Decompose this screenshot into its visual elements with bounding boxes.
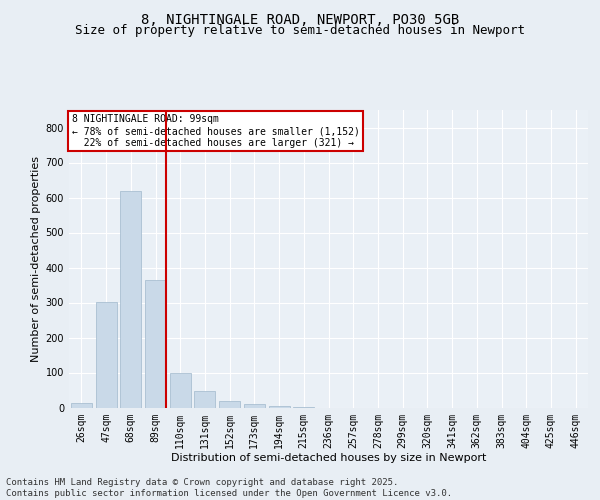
Text: Size of property relative to semi-detached houses in Newport: Size of property relative to semi-detach… bbox=[75, 24, 525, 37]
Bar bbox=[71, 402, 92, 407]
Text: Contains HM Land Registry data © Crown copyright and database right 2025.
Contai: Contains HM Land Registry data © Crown c… bbox=[6, 478, 452, 498]
Bar bbox=[145, 280, 166, 407]
Bar bbox=[120, 190, 141, 408]
Bar bbox=[244, 404, 265, 407]
Bar bbox=[170, 372, 191, 408]
Bar bbox=[219, 400, 240, 407]
X-axis label: Distribution of semi-detached houses by size in Newport: Distribution of semi-detached houses by … bbox=[171, 453, 486, 463]
Bar bbox=[269, 406, 290, 407]
Y-axis label: Number of semi-detached properties: Number of semi-detached properties bbox=[31, 156, 41, 362]
Bar bbox=[95, 302, 116, 408]
Text: 8, NIGHTINGALE ROAD, NEWPORT, PO30 5GB: 8, NIGHTINGALE ROAD, NEWPORT, PO30 5GB bbox=[141, 12, 459, 26]
Bar bbox=[194, 390, 215, 407]
Text: 8 NIGHTINGALE ROAD: 99sqm
← 78% of semi-detached houses are smaller (1,152)
  22: 8 NIGHTINGALE ROAD: 99sqm ← 78% of semi-… bbox=[71, 114, 359, 148]
